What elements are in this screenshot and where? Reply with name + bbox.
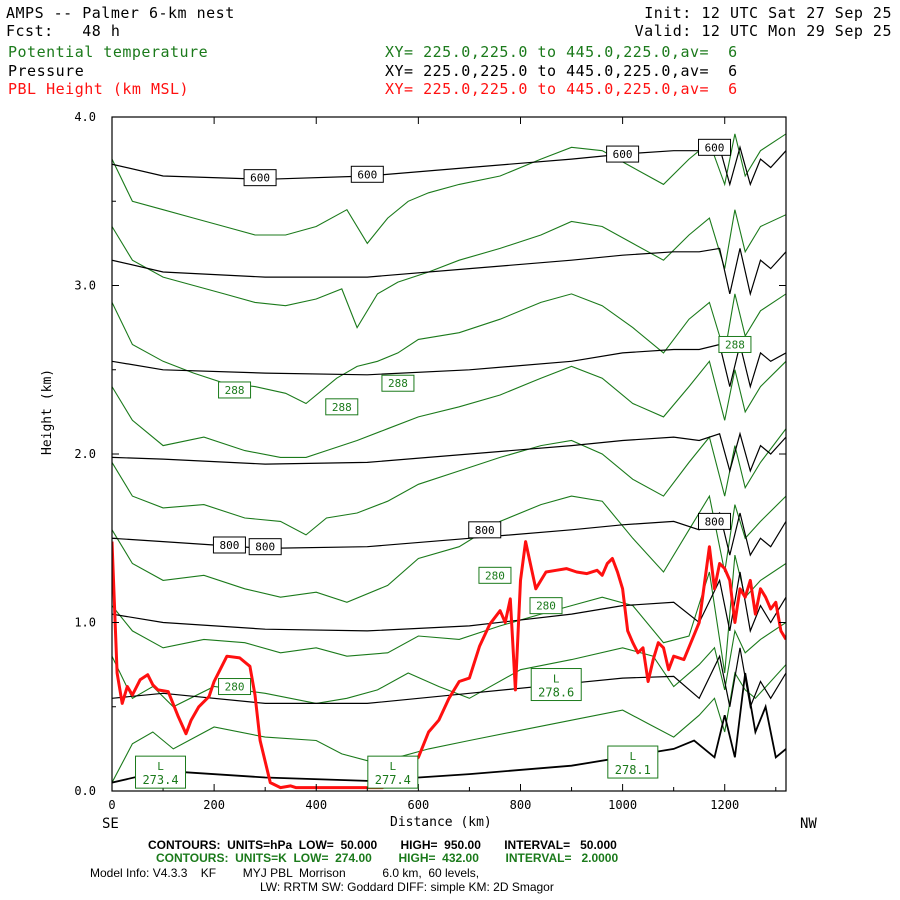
pressure-contour-label: 600 (705, 141, 725, 154)
extremum-value: 277.4 (375, 773, 411, 787)
pressure-contour-label: 800 (220, 539, 240, 552)
pressure-contour-label: 800 (255, 541, 275, 554)
pressure-contour-label: 600 (613, 148, 633, 161)
extremum-mark: L (630, 750, 637, 763)
theta-contour-label: 288 (225, 384, 245, 397)
fcst-value: 48 h (82, 22, 121, 40)
pressure-contour-label-box (350, 165, 384, 183)
extremum-box (530, 668, 582, 702)
pressure-contour-950 (112, 672, 786, 784)
y-axis-label: Height (km) (40, 368, 55, 455)
extremum-value: 278.1 (615, 763, 651, 777)
pbl-height-line (112, 540, 786, 790)
pressure-contour-label: 800 (475, 524, 495, 537)
pressure-contour-label-box (468, 521, 502, 539)
pressure-contour-750 (112, 431, 786, 474)
theta-contour-label-box (718, 335, 752, 353)
pressure-contour-label-box (243, 169, 277, 187)
pressure-contour-600 (112, 145, 786, 187)
x-axis-right-end: NW (800, 816, 817, 832)
x-tick-label: 200 (203, 798, 225, 812)
valid-time: Valid: 12 UTC Mon 29 Sep 25 (634, 22, 892, 40)
extremum-value: 278.6 (538, 686, 574, 700)
x-tick-label: 1000 (608, 798, 637, 812)
theta-contour-label: 288 (725, 338, 745, 351)
theta-contour-6 (112, 293, 786, 405)
legend-pressure-xy: XY= 225.0,225.0 to 445.0,225.0,av= 6 (385, 62, 738, 80)
footer-model-info: Model Info: V4.3.3 KF MYJ PBL Morrison 6… (90, 866, 480, 880)
x-axis-label: Distance (km) (390, 815, 492, 830)
theta-contour-label: 280 (225, 681, 245, 694)
theta-contour-7 (112, 209, 786, 329)
extremum-box (367, 755, 419, 789)
pressure-contour-label-box (606, 145, 640, 163)
pressure-contour-label-box (698, 512, 732, 530)
legend-theta-name: Potential temperature (8, 43, 209, 61)
pressure-contour-label: 600 (357, 168, 377, 181)
pressure-contour-650 (112, 247, 786, 297)
footer-pressure-contours: CONTOURS: UNITS=hPa LOW= 50.000 HIGH= 95… (148, 838, 617, 852)
legend-pressure-name: Pressure (8, 62, 85, 80)
theta-contour-label-box (529, 597, 563, 615)
pressure-contour-850 (112, 571, 786, 634)
theta-contour-label: 288 (332, 401, 352, 414)
y-tick-label: 1.0 (74, 616, 96, 630)
x-tick-label: 0 (108, 798, 115, 812)
pressure-contour-900 (112, 647, 786, 709)
pressure-contour-label-box (698, 138, 732, 156)
theta-contour-label-box (325, 398, 359, 416)
pressure-contour-label: 800 (705, 515, 725, 528)
theta-contour-label-box (218, 678, 252, 696)
theta-contour-5 (112, 360, 786, 458)
legend-pbl-name: PBL Height (km MSL) (8, 80, 190, 98)
pressure-contour-label: 600 (250, 172, 270, 185)
extremum-value: 273.4 (142, 773, 178, 787)
footer-theta-contours: CONTOURS: UNITS=K LOW= 274.00 HIGH= 432.… (156, 851, 619, 865)
forecast-label: Fcst: 48 h (6, 22, 120, 40)
theta-contour-label-box (381, 374, 415, 392)
pressure-contour-label-box (248, 538, 282, 556)
fcst-label: Fcst: (6, 22, 54, 40)
pressure-contour-700 (112, 343, 786, 389)
extremum-box (607, 745, 659, 779)
chart-title: AMPS -- Palmer 6-km nest (6, 4, 235, 22)
theta-contour-1 (112, 622, 786, 708)
y-tick-label: 2.0 (74, 447, 96, 461)
theta-contour-label-box (478, 566, 512, 584)
y-tick-label: 4.0 (74, 110, 96, 124)
legend-pbl-xy: XY= 225.0,225.0 to 445.0,225.0,av= 6 (385, 80, 738, 98)
theta-contour-3 (112, 494, 786, 603)
y-tick-label: 3.0 (74, 279, 96, 293)
x-axis-left-end: SE (102, 816, 119, 832)
theta-contour-label: 288 (388, 377, 408, 390)
legend-theta-xy: XY= 225.0,225.0 to 445.0,225.0,av= 6 (385, 43, 738, 61)
x-tick-label: 1200 (710, 798, 739, 812)
pressure-contour-800 (112, 511, 786, 557)
x-tick-label: 400 (305, 798, 327, 812)
theta-contour-label-box (218, 381, 252, 399)
theta-contour-8 (112, 133, 786, 245)
theta-contour-label: 280 (536, 600, 556, 613)
extremum-mark: L (157, 760, 164, 773)
x-tick-label: 600 (408, 798, 430, 812)
theta-contour-label: 280 (485, 569, 505, 582)
init-time: Init: 12 UTC Sat 27 Sep 25 (644, 4, 892, 22)
footer-physics: LW: RRTM SW: Goddard DIFF: simple KM: 2D… (260, 880, 554, 894)
extremum-box (135, 755, 187, 789)
y-tick-label: 0.0 (74, 784, 96, 798)
x-tick-label: 800 (510, 798, 532, 812)
extremum-mark: L (390, 760, 397, 773)
extremum-mark: L (553, 673, 560, 686)
pressure-contour-label-box (212, 536, 246, 554)
theta-contour-4 (112, 428, 786, 536)
